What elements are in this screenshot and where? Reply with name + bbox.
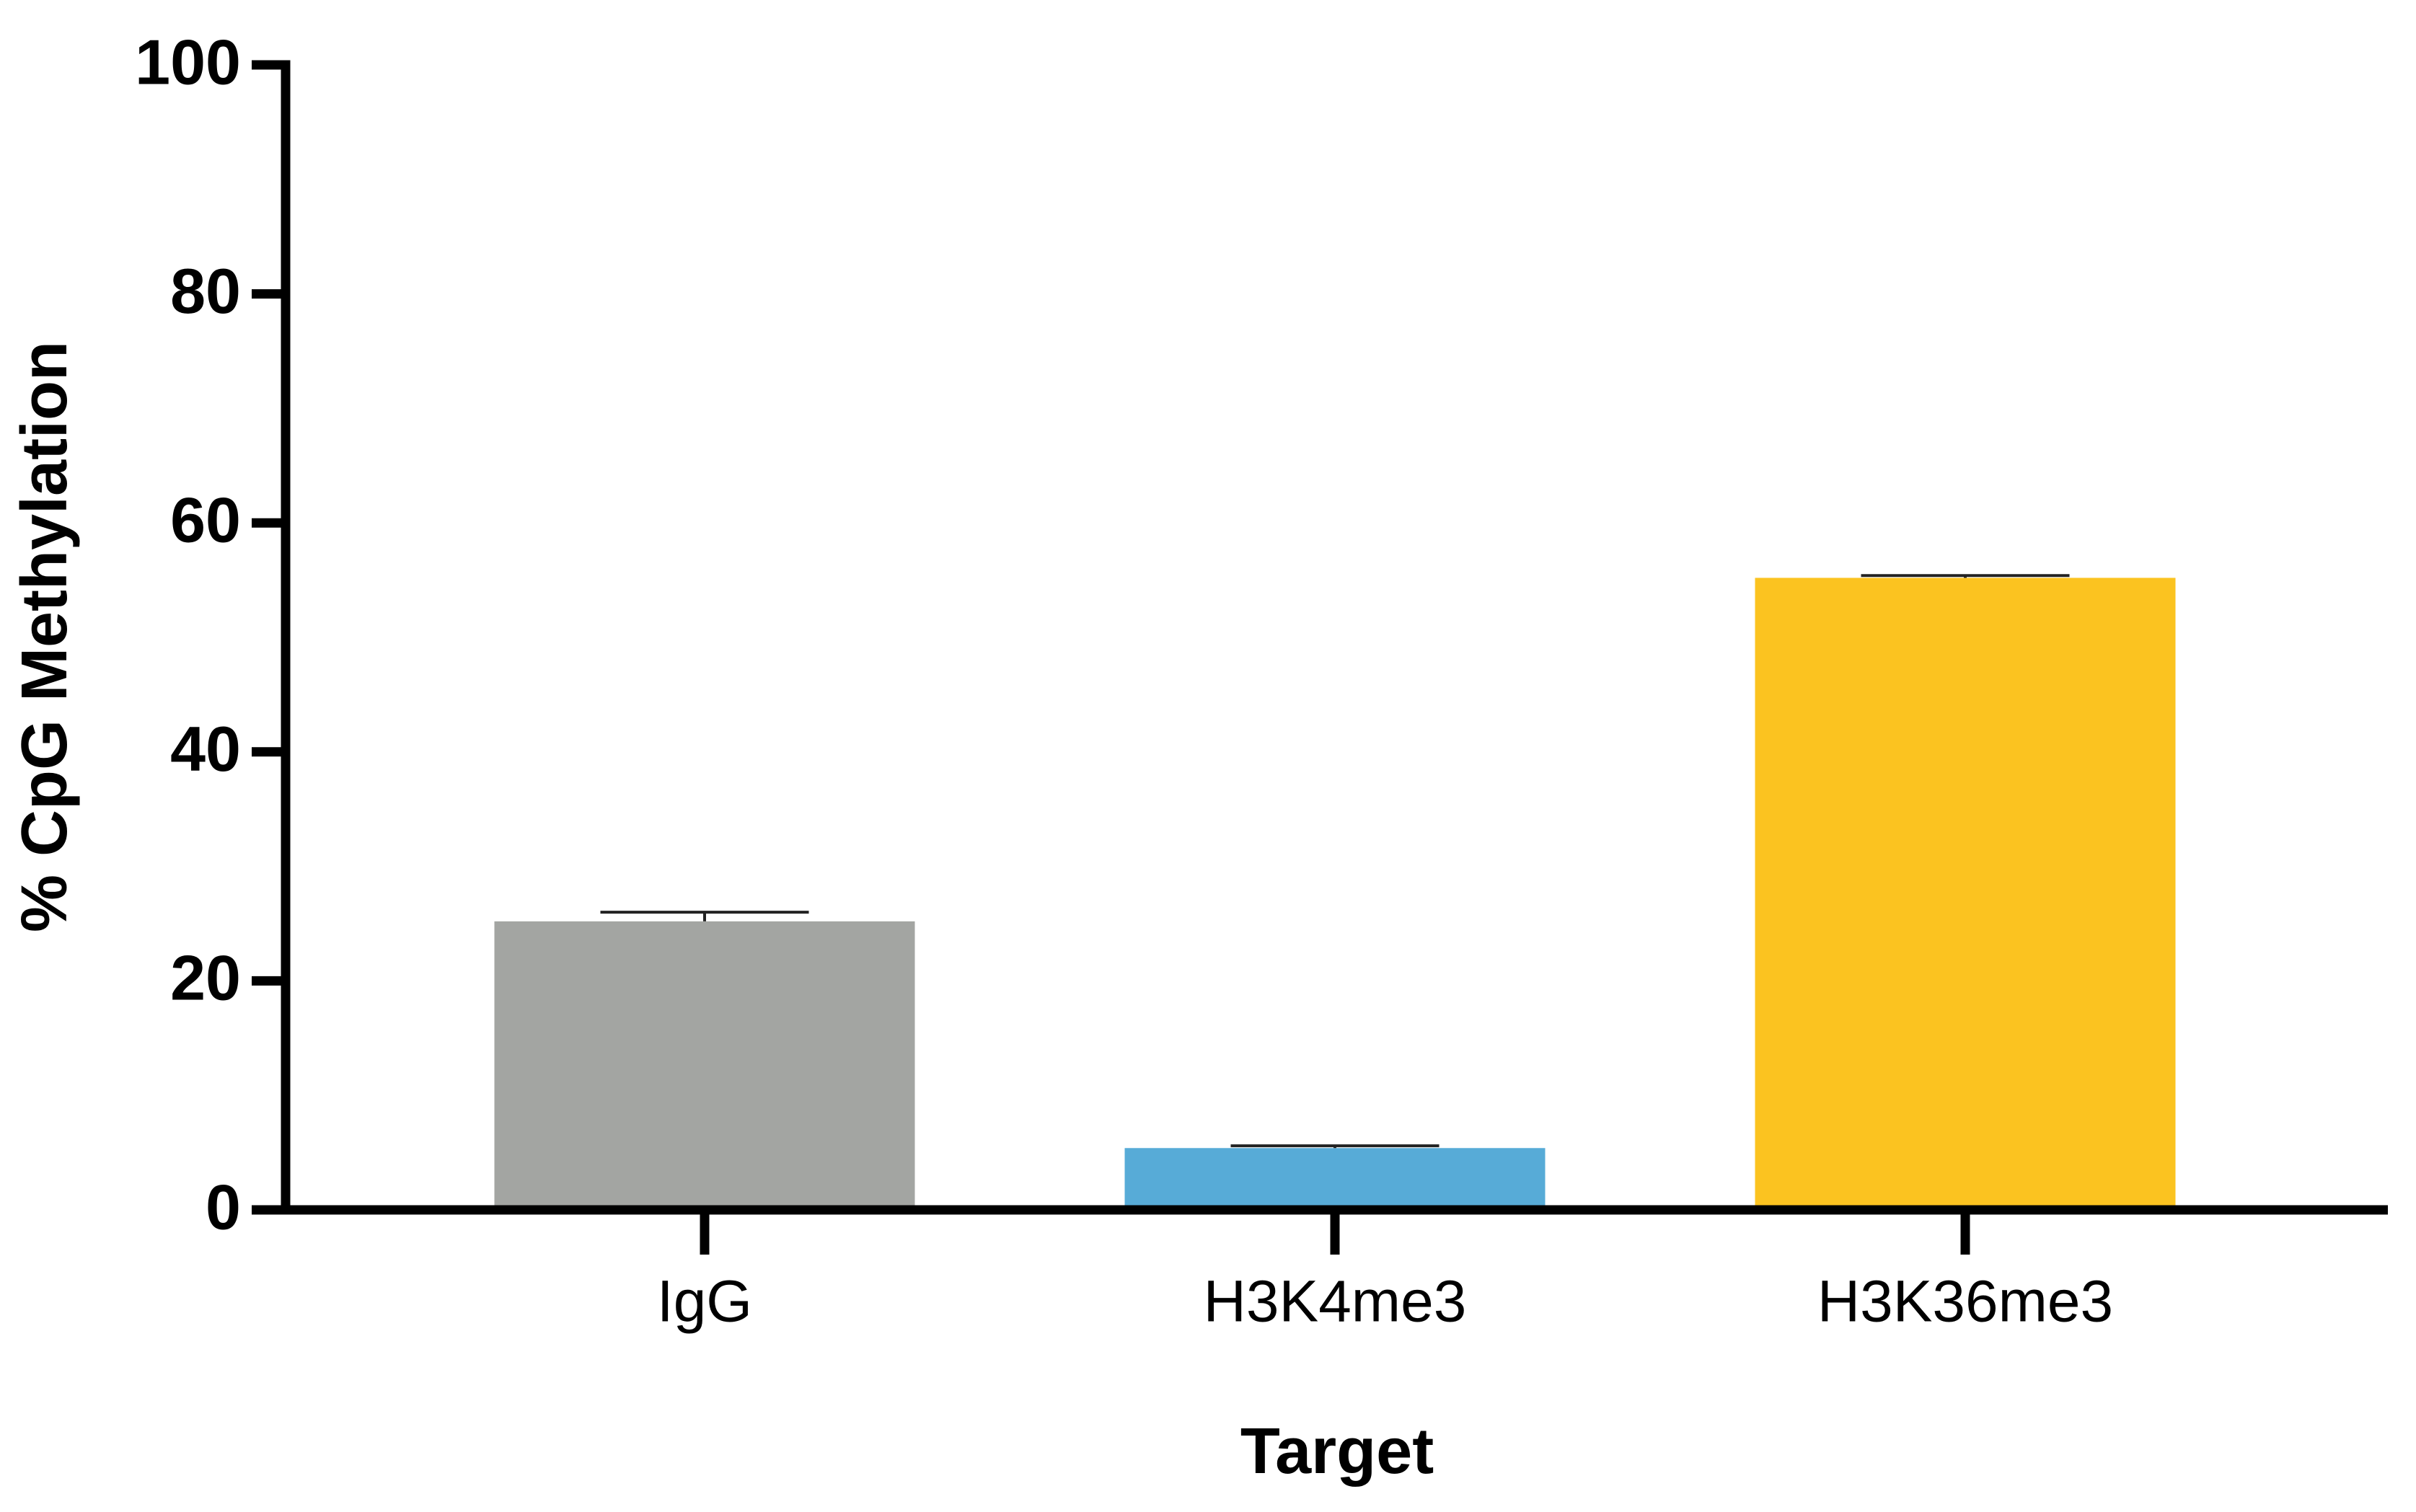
x-tick-label: H3K36me3	[1817, 1269, 2113, 1335]
y-tick-label: 0	[206, 1171, 241, 1242]
y-tick-label: 40	[170, 713, 241, 784]
x-tick-label: IgG	[657, 1269, 752, 1335]
x-tick-label: H3K4me3	[1204, 1269, 1467, 1335]
bar	[1755, 578, 2176, 1210]
y-tick-label: 100	[135, 26, 241, 97]
x-axis-title: Target	[1240, 1415, 1434, 1487]
bar	[494, 921, 915, 1210]
y-tick-label: 60	[170, 484, 241, 555]
y-axis-title: % CpG Methylation	[9, 341, 81, 932]
y-tick-label: 20	[170, 942, 241, 1014]
bar	[1124, 1148, 1546, 1210]
y-tick-label: 80	[170, 255, 241, 327]
